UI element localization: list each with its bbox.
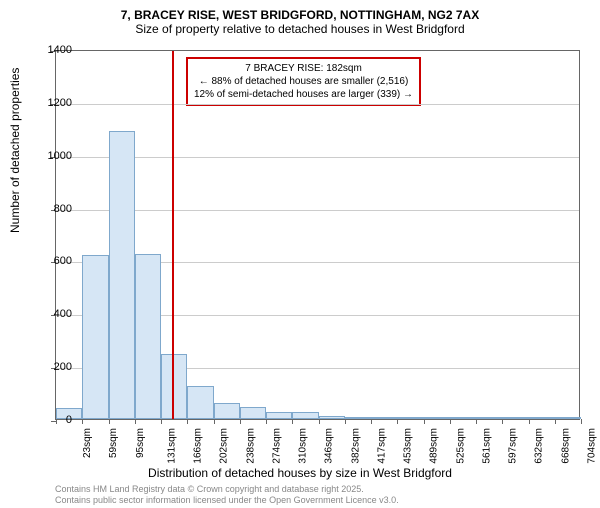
histogram-bar	[292, 412, 318, 419]
chart-title-line1: 7, BRACEY RISE, WEST BRIDGFORD, NOTTINGH…	[0, 8, 600, 22]
x-tick-label: 238sqm	[245, 428, 256, 464]
histogram-bar	[319, 416, 345, 419]
x-tick-label: 346sqm	[324, 428, 335, 464]
footer-line2: Contains public sector information licen…	[55, 495, 399, 506]
histogram-bar	[135, 254, 161, 419]
x-tick-mark	[555, 419, 556, 424]
histogram-bar	[502, 417, 528, 419]
histogram-bar	[450, 417, 476, 419]
marker-line	[172, 51, 174, 419]
y-tick-label: 800	[32, 203, 72, 215]
gridline	[56, 104, 579, 105]
x-tick-label: 382sqm	[350, 428, 361, 464]
footer-text: Contains HM Land Registry data © Crown c…	[55, 484, 399, 506]
x-tick-mark	[581, 419, 582, 424]
chart-title-line2: Size of property relative to detached ho…	[0, 22, 600, 36]
x-tick-mark	[135, 419, 136, 424]
x-tick-mark	[187, 419, 188, 424]
histogram-bar	[529, 417, 555, 419]
x-tick-mark	[476, 419, 477, 424]
x-tick-mark	[345, 419, 346, 424]
x-tick-label: 597sqm	[508, 428, 519, 464]
x-tick-mark	[240, 419, 241, 424]
y-tick-label: 600	[32, 255, 72, 267]
x-tick-label: 668sqm	[560, 428, 571, 464]
histogram-bar	[266, 412, 292, 419]
y-tick-label: 200	[32, 361, 72, 373]
histogram-bar	[555, 417, 581, 419]
x-tick-label: 453sqm	[403, 428, 414, 464]
x-tick-label: 310sqm	[298, 428, 309, 464]
x-tick-label: 525sqm	[455, 428, 466, 464]
x-tick-label: 202sqm	[219, 428, 230, 464]
x-tick-label: 166sqm	[193, 428, 204, 464]
histogram-bar	[424, 417, 450, 419]
callout-box: 7 BRACEY RISE: 182sqm ← 88% of detached …	[186, 57, 421, 106]
x-tick-label: 274sqm	[271, 428, 282, 464]
y-tick-label: 1200	[32, 97, 72, 109]
histogram-bar	[397, 417, 423, 419]
x-tick-label: 417sqm	[376, 428, 387, 464]
x-tick-mark	[292, 419, 293, 424]
y-tick-label: 0	[32, 414, 72, 426]
x-tick-mark	[397, 419, 398, 424]
y-tick-label: 1400	[32, 44, 72, 56]
footer-line1: Contains HM Land Registry data © Crown c…	[55, 484, 399, 495]
x-tick-mark	[371, 419, 372, 424]
histogram-bar	[109, 131, 135, 419]
x-tick-mark	[266, 419, 267, 424]
callout-line3: 12% of semi-detached houses are larger (…	[194, 88, 413, 101]
y-tick-label: 1000	[32, 150, 72, 162]
x-tick-label: 95sqm	[135, 428, 146, 458]
x-tick-label: 704sqm	[586, 428, 597, 464]
x-tick-mark	[450, 419, 451, 424]
x-tick-label: 23sqm	[82, 428, 93, 458]
chart-container: 7, BRACEY RISE, WEST BRIDGFORD, NOTTINGH…	[0, 8, 600, 508]
x-tick-mark	[319, 419, 320, 424]
plot-area: 7 BRACEY RISE: 182sqm ← 88% of detached …	[55, 50, 580, 420]
x-tick-mark	[109, 419, 110, 424]
x-tick-mark	[82, 419, 83, 424]
histogram-bar	[371, 417, 397, 419]
x-tick-label: 59sqm	[108, 428, 119, 458]
callout-line1: 7 BRACEY RISE: 182sqm	[194, 62, 413, 75]
y-axis-label: Number of detached properties	[8, 68, 22, 233]
histogram-bar	[240, 407, 266, 419]
histogram-bar	[82, 255, 108, 419]
histogram-bar	[476, 417, 502, 419]
y-tick-label: 400	[32, 308, 72, 320]
x-tick-mark	[502, 419, 503, 424]
x-tick-label: 632sqm	[534, 428, 545, 464]
x-axis-label: Distribution of detached houses by size …	[0, 466, 600, 480]
x-tick-mark	[214, 419, 215, 424]
x-tick-mark	[529, 419, 530, 424]
histogram-bar	[214, 403, 240, 419]
x-tick-label: 561sqm	[481, 428, 492, 464]
x-tick-label: 131sqm	[166, 428, 177, 464]
x-tick-label: 489sqm	[429, 428, 440, 464]
x-tick-mark	[161, 419, 162, 424]
x-tick-mark	[424, 419, 425, 424]
histogram-bar	[345, 417, 371, 419]
histogram-bar	[187, 386, 213, 419]
callout-line2: ← 88% of detached houses are smaller (2,…	[194, 75, 413, 88]
